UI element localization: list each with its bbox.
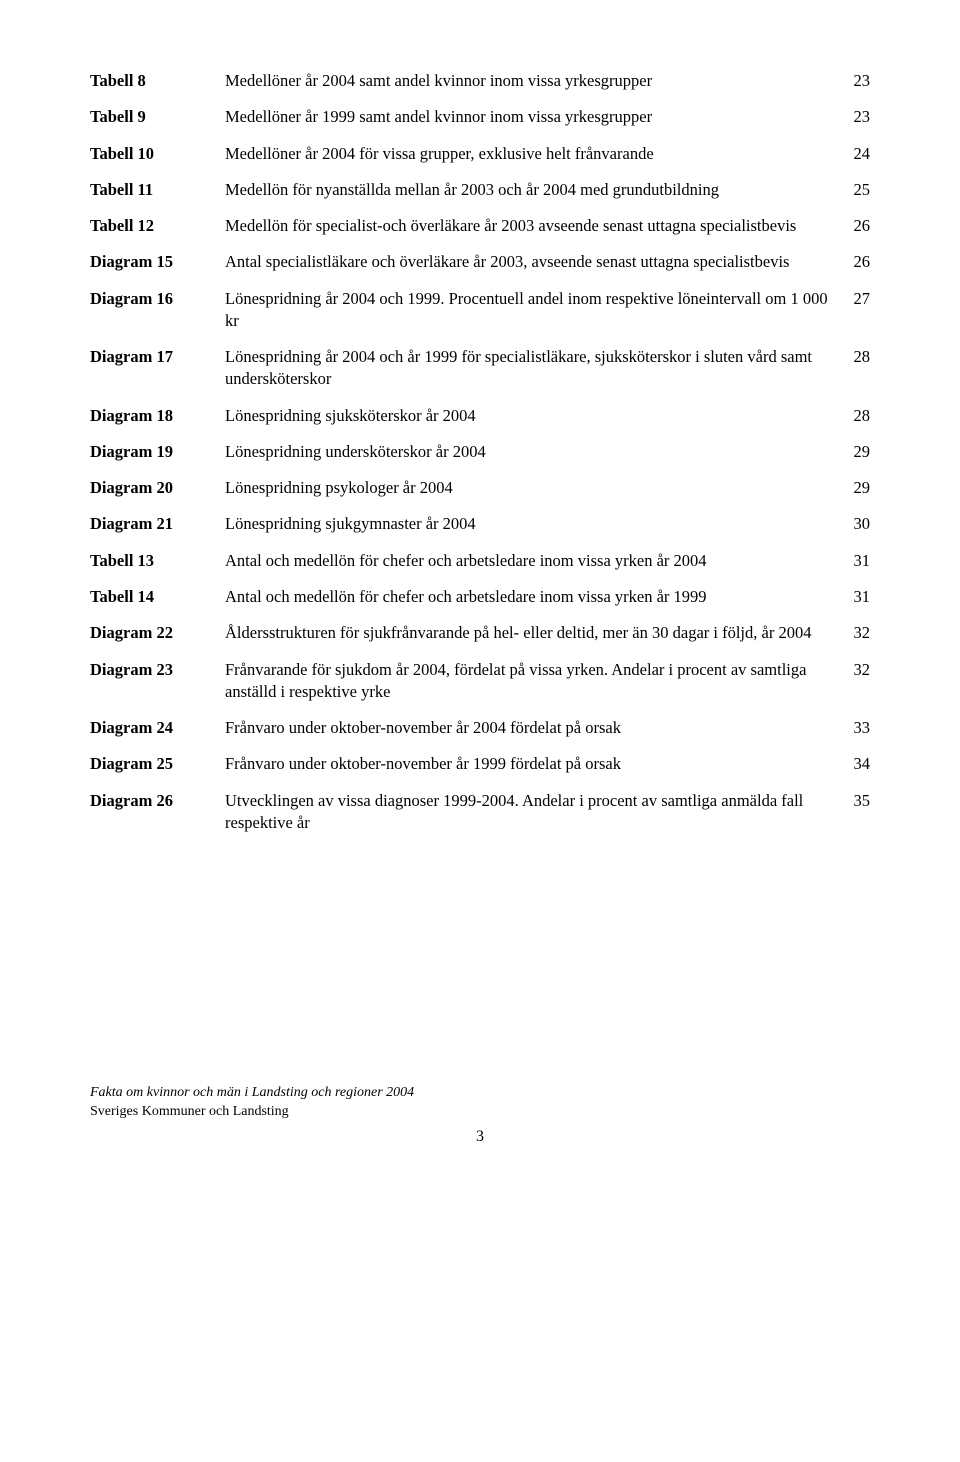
toc-page: 31 <box>840 550 870 572</box>
toc-row: Tabell 12 Medellön för specialist-och öv… <box>90 215 870 237</box>
toc-row: Diagram 15 Antal specialistläkare och öv… <box>90 251 870 273</box>
toc-description: Medellön för nyanställda mellan år 2003 … <box>225 179 840 201</box>
toc-description: Lönespridning undersköterskor år 2004 <box>225 441 840 463</box>
toc-page: 26 <box>840 215 870 237</box>
toc-description: Lönespridning psykologer år 2004 <box>225 477 840 499</box>
toc-row: Tabell 9 Medellöner år 1999 samt andel k… <box>90 106 870 128</box>
toc-page: 27 <box>840 288 870 310</box>
toc-description: Antal och medellön för chefer och arbets… <box>225 550 840 572</box>
toc-description: Lönespridning sjuksköterskor år 2004 <box>225 405 840 427</box>
toc-label: Tabell 9 <box>90 106 225 128</box>
toc-label: Diagram 17 <box>90 346 225 368</box>
page-footer: Fakta om kvinnor och män i Landsting och… <box>90 1084 870 1147</box>
toc-description: Frånvaro under oktober-november år 1999 … <box>225 753 840 775</box>
toc-label: Tabell 8 <box>90 70 225 92</box>
toc-row: Diagram 25 Frånvaro under oktober-novemb… <box>90 753 870 775</box>
toc-row: Diagram 20 Lönespridning psykologer år 2… <box>90 477 870 499</box>
toc-description: Medellöner år 2004 för vissa grupper, ex… <box>225 143 840 165</box>
toc-label: Diagram 18 <box>90 405 225 427</box>
toc-page: 28 <box>840 405 870 427</box>
toc-page: 29 <box>840 441 870 463</box>
toc-row: Tabell 8 Medellöner år 2004 samt andel k… <box>90 70 870 92</box>
toc-page: 25 <box>840 179 870 201</box>
toc-page: 33 <box>840 717 870 739</box>
toc-description: Medellöner år 2004 samt andel kvinnor in… <box>225 70 840 92</box>
toc-row: Diagram 17 Lönespridning år 2004 och år … <box>90 346 870 391</box>
toc-row: Diagram 22 Åldersstrukturen för sjukfrån… <box>90 622 870 644</box>
toc-page: 32 <box>840 622 870 644</box>
toc-page: 23 <box>840 106 870 128</box>
toc-description: Åldersstrukturen för sjukfrånvarande på … <box>225 622 840 644</box>
toc-label: Diagram 23 <box>90 659 225 681</box>
toc-description: Lönespridning år 2004 och år 1999 för sp… <box>225 346 840 391</box>
toc-label: Diagram 16 <box>90 288 225 310</box>
toc-page: 31 <box>840 586 870 608</box>
toc-label: Tabell 10 <box>90 143 225 165</box>
toc-page: 26 <box>840 251 870 273</box>
toc-label: Diagram 20 <box>90 477 225 499</box>
toc-row: Tabell 11 Medellön för nyanställda mella… <box>90 179 870 201</box>
toc-row: Diagram 24 Frånvaro under oktober-novemb… <box>90 717 870 739</box>
toc-page: 32 <box>840 659 870 681</box>
toc-row: Diagram 26 Utvecklingen av vissa diagnos… <box>90 790 870 835</box>
toc-row: Diagram 16 Lönespridning år 2004 och 199… <box>90 288 870 333</box>
toc-row: Diagram 21 Lönespridning sjukgymnaster å… <box>90 513 870 535</box>
toc-page: 28 <box>840 346 870 368</box>
toc-description: Utvecklingen av vissa diagnoser 1999-200… <box>225 790 840 835</box>
toc-description: Antal och medellön för chefer och arbets… <box>225 586 840 608</box>
footer-doc-title: Fakta om kvinnor och män i Landsting och… <box>90 1084 870 1103</box>
toc-description: Frånvarande för sjukdom år 2004, fördela… <box>225 659 840 704</box>
toc-row: Tabell 10 Medellöner år 2004 för vissa g… <box>90 143 870 165</box>
toc-label: Diagram 24 <box>90 717 225 739</box>
toc-description: Frånvaro under oktober-november år 2004 … <box>225 717 840 739</box>
toc-label: Diagram 26 <box>90 790 225 812</box>
toc-description: Medellöner år 1999 samt andel kvinnor in… <box>225 106 840 128</box>
toc-label: Diagram 15 <box>90 251 225 273</box>
toc-description: Lönespridning sjukgymnaster år 2004 <box>225 513 840 535</box>
toc-label: Diagram 19 <box>90 441 225 463</box>
toc-label: Diagram 22 <box>90 622 225 644</box>
toc-label: Tabell 14 <box>90 586 225 608</box>
toc-page: 23 <box>840 70 870 92</box>
toc-page: 34 <box>840 753 870 775</box>
toc-page: 29 <box>840 477 870 499</box>
toc-page: 35 <box>840 790 870 812</box>
toc-label: Tabell 12 <box>90 215 225 237</box>
toc-label: Diagram 25 <box>90 753 225 775</box>
toc-row: Diagram 23 Frånvarande för sjukdom år 20… <box>90 659 870 704</box>
toc-page: 24 <box>840 143 870 165</box>
page-number: 3 <box>90 1126 870 1148</box>
toc-label: Tabell 11 <box>90 179 225 201</box>
toc-row: Tabell 14 Antal och medellön för chefer … <box>90 586 870 608</box>
toc-list: Tabell 8 Medellöner år 2004 samt andel k… <box>90 70 870 834</box>
toc-description: Medellön för specialist-och överläkare å… <box>225 215 840 237</box>
toc-page: 30 <box>840 513 870 535</box>
toc-row: Tabell 13 Antal och medellön för chefer … <box>90 550 870 572</box>
toc-description: Lönespridning år 2004 och 1999. Procentu… <box>225 288 840 333</box>
toc-label: Tabell 13 <box>90 550 225 572</box>
footer-organization: Sveriges Kommuner och Landsting <box>90 1103 870 1122</box>
toc-row: Diagram 18 Lönespridning sjuksköterskor … <box>90 405 870 427</box>
toc-description: Antal specialistläkare och överläkare år… <box>225 251 840 273</box>
toc-label: Diagram 21 <box>90 513 225 535</box>
toc-row: Diagram 19 Lönespridning undersköterskor… <box>90 441 870 463</box>
